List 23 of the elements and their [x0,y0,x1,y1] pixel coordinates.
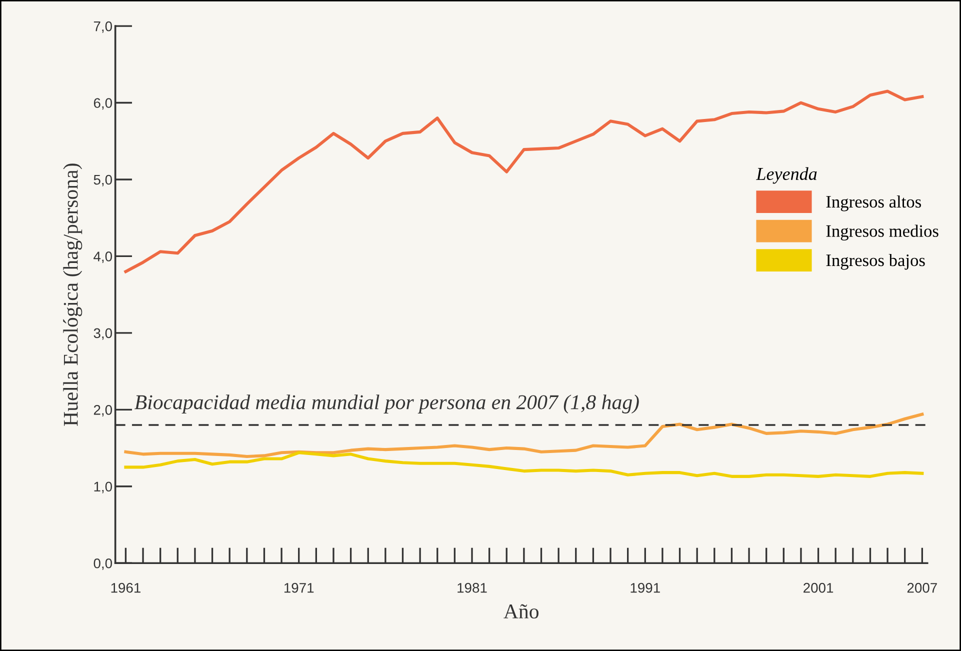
x-tick-label: 1971 [284,582,314,593]
legend-label: Ingresos medios [826,224,938,241]
legend-label: Biocapacidad media mundial por persona en 2007 (1,8 hag) [134,394,639,414]
x-axis-title: Año [504,604,538,618]
y-tick-label: 1,0 [94,482,112,494]
legend-label: Ingresos altos [826,195,921,212]
y-tick-label: 5,0 [94,174,112,186]
line-series [124,451,924,478]
y-tick-label: 7,0 [94,21,112,33]
x-tick-label: 2007 [907,582,937,593]
legend-label: Ingresos bajos [826,254,925,270]
x-tick-label: 1991 [630,582,660,593]
y-axis-title: Huella Ecológica (hag/persona) [63,164,82,426]
x-tick-label: 1961 [111,582,140,593]
x-tick-label: 1981 [458,582,487,593]
y-tick-label: 2,0 [94,405,112,416]
y-tick-label: 3,0 [94,328,112,340]
legend-title: Leyenda [756,167,817,184]
y-tick-label: 0,0 [94,558,112,570]
line-series [124,412,924,458]
y-tick-label: 4,0 [94,252,112,264]
x-tick-label: 2001 [804,582,834,593]
y-tick-label: 6,0 [94,98,112,110]
